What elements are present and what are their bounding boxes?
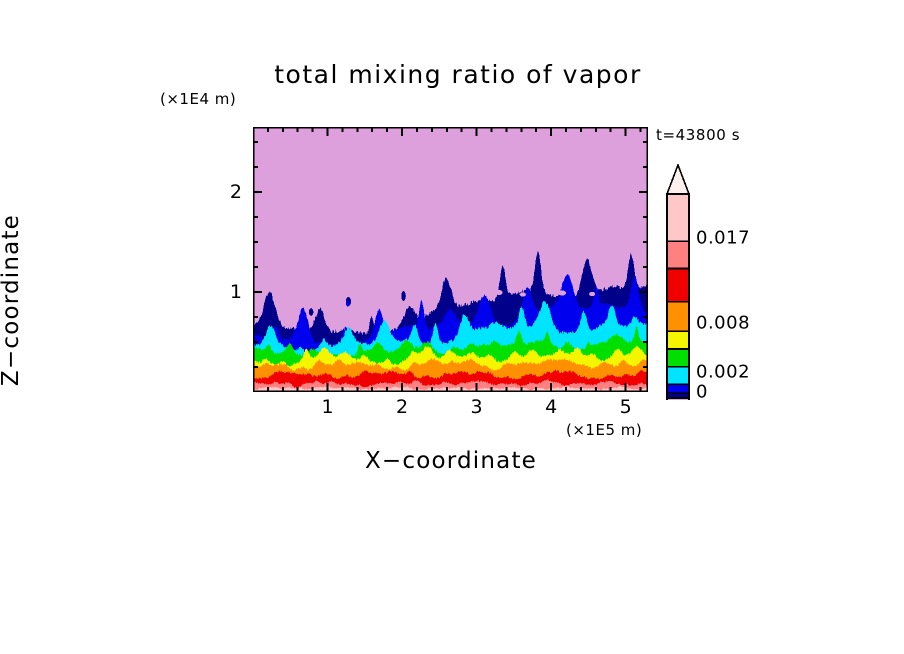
colorbar-tick-label: 0.002 bbox=[696, 361, 751, 383]
colorbar-tick-label: 0.017 bbox=[696, 227, 751, 249]
entrained-dry-pocket bbox=[558, 290, 567, 296]
detached-plume-cap bbox=[401, 291, 406, 301]
entrained-dry-pocket bbox=[414, 296, 420, 302]
entrained-dry-pocket bbox=[589, 291, 596, 297]
colorbar-tick-label: 0 bbox=[696, 381, 708, 403]
contour-plot-area bbox=[253, 127, 648, 392]
cb-band-red[interactable] bbox=[666, 267, 690, 303]
cb-band-blue[interactable] bbox=[666, 383, 690, 394]
cb-band-plum-zero[interactable] bbox=[666, 397, 690, 405]
x-unit-label: (×1E5 m) bbox=[566, 421, 643, 439]
x-tick-label: 2 bbox=[396, 396, 409, 418]
page-title: total mixing ratio of vapor bbox=[274, 60, 642, 89]
colorbar bbox=[664, 162, 694, 405]
colorbar-svg bbox=[665, 162, 691, 405]
cb-band-cyan[interactable] bbox=[666, 365, 690, 386]
colorbar-tick-label: 0.008 bbox=[696, 312, 751, 334]
cb-band-orange[interactable] bbox=[666, 301, 690, 333]
band-palepink-above-0.017 bbox=[253, 385, 648, 392]
colorbar-bands bbox=[665, 162, 691, 405]
detached-plume-cap bbox=[308, 308, 314, 316]
x-tick-label: 4 bbox=[545, 396, 558, 418]
entrained-dry-pocket bbox=[519, 292, 526, 297]
y-axis-title: Z−coordinate bbox=[0, 213, 24, 387]
y-tick-label: 2 bbox=[229, 181, 242, 203]
colorbar-top-arrow bbox=[665, 162, 691, 195]
axis-tick-marks bbox=[253, 127, 648, 392]
cb-band-salmon[interactable] bbox=[666, 240, 690, 270]
entrained-dry-pocket bbox=[495, 289, 503, 296]
contour-field-svg bbox=[253, 127, 648, 392]
cb-band-green[interactable] bbox=[666, 348, 690, 368]
detached-plume-cap bbox=[346, 300, 350, 307]
time-annotation: t=43800 s bbox=[656, 126, 741, 144]
x-axis-title: X−coordinate bbox=[364, 448, 538, 474]
x-tick-label: 5 bbox=[619, 396, 632, 418]
y-unit-label: (×1E4 m) bbox=[160, 90, 237, 108]
cb-band-palepink[interactable] bbox=[666, 193, 690, 242]
y-tick-label: 1 bbox=[229, 281, 242, 303]
x-tick-label: 1 bbox=[321, 396, 334, 418]
contour-layers bbox=[253, 127, 648, 392]
cb-band-yellow[interactable] bbox=[666, 330, 690, 350]
entrained-dry-pocket bbox=[466, 290, 475, 297]
x-tick-label: 3 bbox=[470, 396, 483, 418]
